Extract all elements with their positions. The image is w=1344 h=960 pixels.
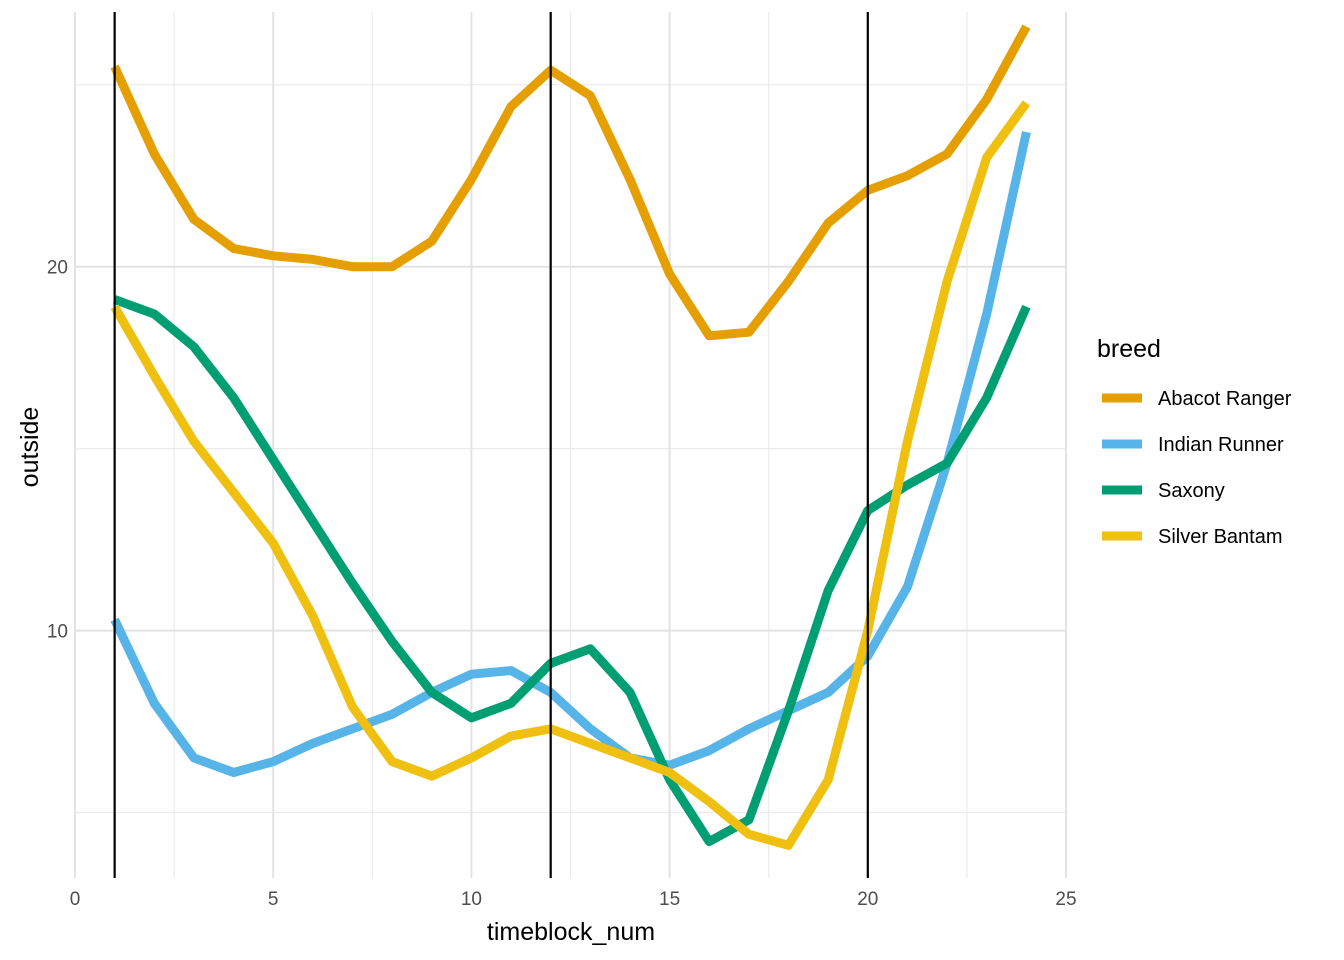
y-axis-title: outside bbox=[16, 407, 44, 488]
x-tick-label: 0 bbox=[70, 889, 81, 910]
legend-label-indian-runner: Indian Runner bbox=[1158, 434, 1284, 456]
x-axis-tick-labels: 0 5 10 15 20 25 bbox=[70, 889, 1077, 910]
y-tick-label: 20 bbox=[47, 258, 68, 279]
series-line-saxony bbox=[113, 295, 1031, 847]
x-tick-label: 5 bbox=[268, 889, 279, 910]
y-tick-label: 10 bbox=[47, 622, 68, 643]
legend-title: breed bbox=[1097, 335, 1161, 363]
legend-label-abacot-ranger: Abacot Ranger bbox=[1158, 388, 1292, 410]
legend-label-saxony: Saxony bbox=[1158, 480, 1225, 502]
x-tick-label: 25 bbox=[1055, 889, 1076, 910]
legend: breed Abacot Ranger Indian Runner Saxony Si… bbox=[1097, 335, 1292, 548]
x-tick-label: 10 bbox=[461, 889, 482, 910]
series-lines bbox=[110, 24, 1031, 850]
series-line-silver-bantam bbox=[110, 100, 1031, 850]
legend-items: Abacot Ranger Indian Runner Saxony Silver B… bbox=[1102, 388, 1292, 548]
x-axis-title: timeblock_num bbox=[487, 918, 655, 946]
x-tick-label: 20 bbox=[857, 889, 878, 910]
x-tick-label: 15 bbox=[659, 889, 680, 910]
legend-label-silver-bantam: Silver Bantam bbox=[1158, 526, 1283, 548]
vertical-reference-lines bbox=[113, 12, 869, 878]
y-axis-tick-labels: 10 20 bbox=[47, 258, 68, 643]
series-line-abacot-ranger bbox=[110, 24, 1031, 341]
series-line-indian-runner bbox=[110, 131, 1031, 777]
minor-gridlines bbox=[75, 12, 1066, 878]
